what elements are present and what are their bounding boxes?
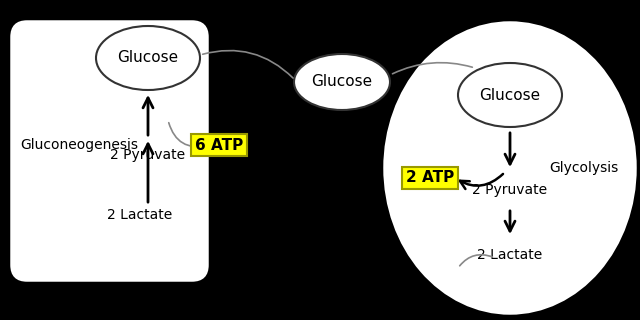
Text: 2 Pyruvate: 2 Pyruvate [472, 183, 548, 197]
Text: Glucose: Glucose [117, 51, 179, 66]
Text: Glucose: Glucose [479, 87, 541, 102]
Text: 2 Pyruvate: 2 Pyruvate [111, 148, 186, 162]
Text: Gluconeogenesis: Gluconeogenesis [20, 138, 138, 152]
Ellipse shape [96, 26, 200, 90]
Text: Glucose: Glucose [312, 75, 372, 90]
Ellipse shape [294, 54, 390, 110]
Ellipse shape [458, 63, 562, 127]
Text: 2 ATP: 2 ATP [406, 171, 454, 186]
Text: 2 Lactate: 2 Lactate [108, 208, 173, 222]
Text: 2 Lactate: 2 Lactate [477, 248, 543, 262]
Ellipse shape [385, 23, 635, 313]
FancyBboxPatch shape [12, 22, 207, 280]
Text: Glycolysis: Glycolysis [548, 161, 618, 175]
Text: 6 ATP: 6 ATP [195, 138, 243, 153]
